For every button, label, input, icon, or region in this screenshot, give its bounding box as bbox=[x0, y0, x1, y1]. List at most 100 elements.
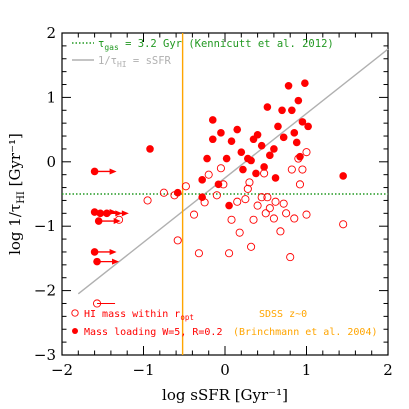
data-point-filled bbox=[253, 130, 262, 139]
data-point-open bbox=[235, 228, 244, 237]
data-point-filled bbox=[298, 118, 307, 126]
data-point-limit bbox=[90, 248, 99, 256]
data-point-filled bbox=[198, 176, 206, 184]
data-point-filled bbox=[203, 154, 211, 163]
data-point-open bbox=[216, 164, 225, 173]
data-point-open bbox=[194, 249, 203, 258]
data-point-open bbox=[181, 182, 190, 191]
data-point-limit bbox=[93, 257, 101, 266]
y-tick-label: 1 bbox=[46, 88, 56, 106]
data-point-open bbox=[339, 220, 348, 229]
one-to-one-line bbox=[77, 48, 389, 295]
data-point-filled bbox=[214, 180, 223, 189]
data-point-open bbox=[269, 214, 278, 223]
data-point-filled bbox=[208, 116, 217, 124]
data-point-open bbox=[290, 214, 299, 223]
data-point-filled bbox=[274, 122, 282, 131]
data-point-filled bbox=[270, 145, 278, 153]
data-point-open bbox=[159, 188, 168, 197]
data-point-open bbox=[143, 196, 152, 205]
limit-arrow-head bbox=[109, 168, 117, 175]
x-tick-label: 2 bbox=[383, 361, 393, 379]
data-point-filled bbox=[239, 165, 247, 174]
data-point-limit bbox=[94, 217, 103, 225]
data-point-open bbox=[249, 215, 258, 224]
data-point-open bbox=[247, 242, 256, 251]
data-point-open bbox=[257, 193, 266, 202]
data-point-filled bbox=[252, 169, 260, 178]
data-point-open bbox=[241, 195, 250, 204]
data-point-open bbox=[271, 197, 280, 206]
data-point-filled bbox=[290, 129, 299, 137]
legend-open-label: HI mass within ropt bbox=[84, 309, 194, 322]
data-point-filled bbox=[278, 106, 286, 115]
data-point-open bbox=[263, 193, 272, 202]
data-point-open bbox=[302, 148, 311, 157]
data-point-filled bbox=[222, 154, 231, 163]
data-point-filled bbox=[257, 141, 266, 150]
data-point-open bbox=[265, 204, 274, 213]
legend-open-marker bbox=[71, 309, 79, 317]
data-point-open bbox=[233, 197, 242, 206]
data-point-filled bbox=[296, 152, 304, 161]
data-point-filled bbox=[263, 103, 272, 111]
legend-filled-label: Mass loading W=5, R=0.2 bbox=[84, 327, 222, 338]
data-point-filled bbox=[233, 125, 242, 134]
data-point-open bbox=[282, 209, 291, 218]
legend-one-to-one-label: 1/τHI = sSFR bbox=[98, 55, 172, 69]
data-point-open bbox=[227, 215, 236, 224]
data-point-filled bbox=[260, 163, 268, 171]
data-points bbox=[90, 79, 348, 308]
data-point-open bbox=[279, 199, 288, 208]
data-point-open bbox=[204, 170, 213, 179]
y-tick-label: −3 bbox=[34, 346, 56, 364]
data-point-limit bbox=[96, 209, 105, 218]
data-point-open bbox=[298, 165, 307, 174]
data-point-filled bbox=[198, 193, 206, 202]
limit-arrow-head bbox=[113, 218, 121, 225]
data-point-open bbox=[225, 249, 234, 258]
data-point-filled bbox=[173, 188, 182, 197]
data-point-open bbox=[243, 184, 252, 193]
sdss-reference: (Brinchmann et al. 2004) bbox=[233, 327, 378, 338]
x-tick-label: 0 bbox=[220, 361, 230, 379]
data-point-open bbox=[245, 178, 254, 187]
x-axis-label: log sSFR [Gyr⁻¹] bbox=[162, 386, 288, 404]
reference-lines bbox=[62, 33, 389, 355]
y-tick-label: 2 bbox=[46, 24, 56, 42]
data-point-open bbox=[189, 210, 199, 219]
data-point-filled bbox=[266, 151, 274, 160]
data-point-filled bbox=[247, 156, 255, 165]
data-point-open bbox=[260, 169, 269, 178]
limit-arrow-head bbox=[112, 258, 120, 265]
data-point-open bbox=[286, 253, 295, 262]
x-tick-label: 1 bbox=[302, 361, 312, 379]
limit-arrow-head bbox=[121, 210, 129, 217]
data-point-filled bbox=[217, 129, 225, 137]
data-point-filled bbox=[237, 148, 246, 156]
y-axis-label: log 1/τHI [Gyr⁻¹] bbox=[6, 133, 27, 255]
data-point-filled bbox=[227, 137, 236, 145]
data-point-filled bbox=[271, 174, 280, 182]
data-point-filled bbox=[279, 133, 288, 142]
y-tick-label: −2 bbox=[34, 282, 56, 300]
data-point-open bbox=[253, 201, 262, 210]
data-point-limit bbox=[90, 167, 99, 176]
sdss-label: SDSS z~0 bbox=[259, 309, 307, 320]
data-point-filled bbox=[339, 172, 347, 180]
x-tick-label: −2 bbox=[51, 361, 73, 379]
data-point-filled bbox=[208, 135, 217, 144]
data-point-open bbox=[173, 236, 182, 245]
data-point-open bbox=[302, 210, 311, 219]
data-point-open bbox=[276, 227, 285, 236]
limit-arrow-head bbox=[109, 248, 117, 255]
y-tick-label: −1 bbox=[34, 217, 56, 235]
data-point-open bbox=[287, 165, 296, 174]
y-tick-label: 0 bbox=[46, 153, 56, 171]
data-point-open-limit bbox=[92, 299, 102, 308]
data-point-filled bbox=[301, 79, 309, 88]
legend-filled-marker bbox=[72, 328, 78, 334]
data-point-filled bbox=[288, 106, 296, 115]
